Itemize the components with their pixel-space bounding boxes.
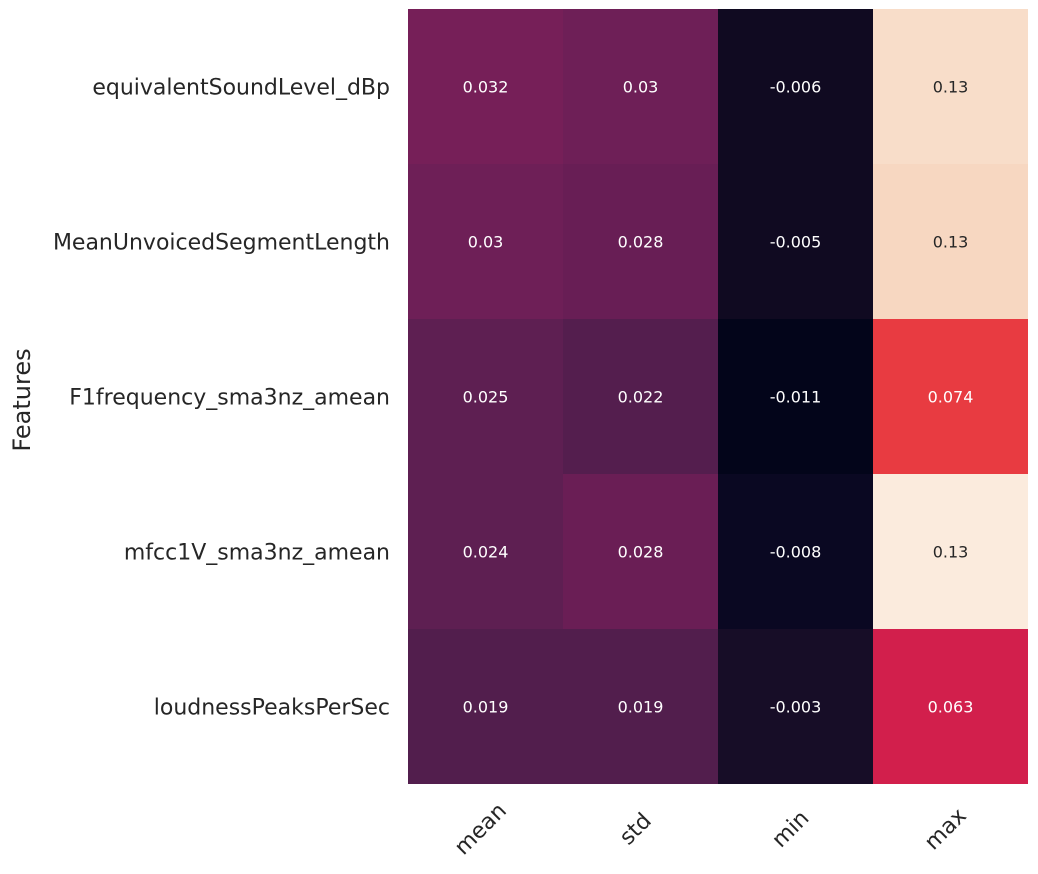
y-tick-label: loudnessPeaksPerSec bbox=[154, 696, 390, 721]
heatmap-cell bbox=[408, 9, 563, 164]
heatmap-cell bbox=[563, 164, 718, 319]
y-tick-label: mfcc1V_sma3nz_amean bbox=[124, 541, 390, 566]
heatmap-cell-labels: 0.032 0.03 -0.006 0.13 0.03 0.028 -0.005 0.13 0.… bbox=[463, 78, 974, 717]
cell-value-label: 0.022 bbox=[618, 388, 664, 407]
x-tick-labels: mean std min max bbox=[450, 799, 972, 861]
cell-value-label: 0.019 bbox=[463, 698, 509, 717]
cell-value-label: 0.019 bbox=[618, 698, 664, 717]
y-tick-labels: equivalentSoundLevel_dBp MeanUnvoicedSegm… bbox=[53, 76, 390, 721]
cell-value-label: -0.011 bbox=[770, 388, 822, 407]
x-tick-label: std bbox=[615, 809, 657, 851]
x-tick-label: max bbox=[920, 804, 972, 856]
heatmap-cell bbox=[718, 319, 873, 474]
cell-value-label: -0.006 bbox=[770, 78, 822, 97]
cell-value-label: -0.008 bbox=[770, 543, 822, 562]
heatmap-cell bbox=[718, 629, 873, 784]
cell-value-label: 0.13 bbox=[933, 233, 969, 252]
cell-value-label: 0.074 bbox=[928, 388, 974, 407]
cell-value-label: -0.003 bbox=[770, 698, 822, 717]
cell-value-label: -0.005 bbox=[770, 233, 822, 252]
cell-value-label: 0.063 bbox=[928, 698, 974, 717]
heatmap-cell bbox=[563, 474, 718, 629]
heatmap-cell bbox=[408, 474, 563, 629]
x-tick-label: min bbox=[767, 806, 814, 853]
heatmap-cell bbox=[563, 629, 718, 784]
heatmap-cell bbox=[718, 164, 873, 319]
cell-value-label: 0.13 bbox=[933, 78, 969, 97]
cell-value-label: 0.13 bbox=[933, 543, 969, 562]
heatmap-cell bbox=[873, 629, 1028, 784]
heatmap-cell bbox=[408, 629, 563, 784]
y-tick-label: MeanUnvoicedSegmentLength bbox=[53, 231, 390, 256]
heatmap-cell bbox=[873, 319, 1028, 474]
heatmap-cell bbox=[718, 9, 873, 164]
y-axis-title: Features bbox=[8, 348, 36, 451]
heatmap-cell bbox=[563, 319, 718, 474]
heatmap-cell bbox=[873, 9, 1028, 164]
cell-value-label: 0.032 bbox=[463, 78, 509, 97]
heatmap-cell bbox=[408, 319, 563, 474]
cell-value-label: 0.028 bbox=[618, 543, 664, 562]
cell-value-label: 0.03 bbox=[623, 78, 659, 97]
heatmap-cell bbox=[408, 164, 563, 319]
y-tick-label: equivalentSoundLevel_dBp bbox=[92, 76, 390, 101]
x-tick-label: mean bbox=[450, 799, 512, 861]
heatmap-cells bbox=[408, 9, 1028, 784]
cell-value-label: 0.024 bbox=[463, 543, 509, 562]
cell-value-label: 0.025 bbox=[463, 388, 509, 407]
heatmap-cell bbox=[873, 164, 1028, 319]
cell-value-label: 0.028 bbox=[618, 233, 664, 252]
heatmap-cell bbox=[563, 9, 718, 164]
heatmap-cell bbox=[718, 474, 873, 629]
cell-value-label: 0.03 bbox=[468, 233, 504, 252]
y-tick-label: F1frequency_sma3nz_amean bbox=[69, 386, 390, 411]
heatmap-cell bbox=[873, 474, 1028, 629]
